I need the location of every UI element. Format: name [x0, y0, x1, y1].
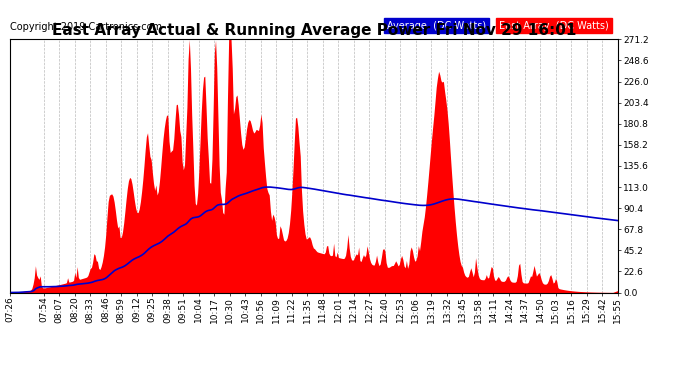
Title: East Array Actual & Running Average Power Fri Nov 29 16:01: East Array Actual & Running Average Powe…: [52, 23, 576, 38]
Text: Copyright 2019 Cartronics.com: Copyright 2019 Cartronics.com: [10, 22, 162, 32]
Text: East Array  (DC Watts): East Array (DC Watts): [499, 21, 609, 30]
Text: Average  (DC Watts): Average (DC Watts): [387, 21, 486, 30]
